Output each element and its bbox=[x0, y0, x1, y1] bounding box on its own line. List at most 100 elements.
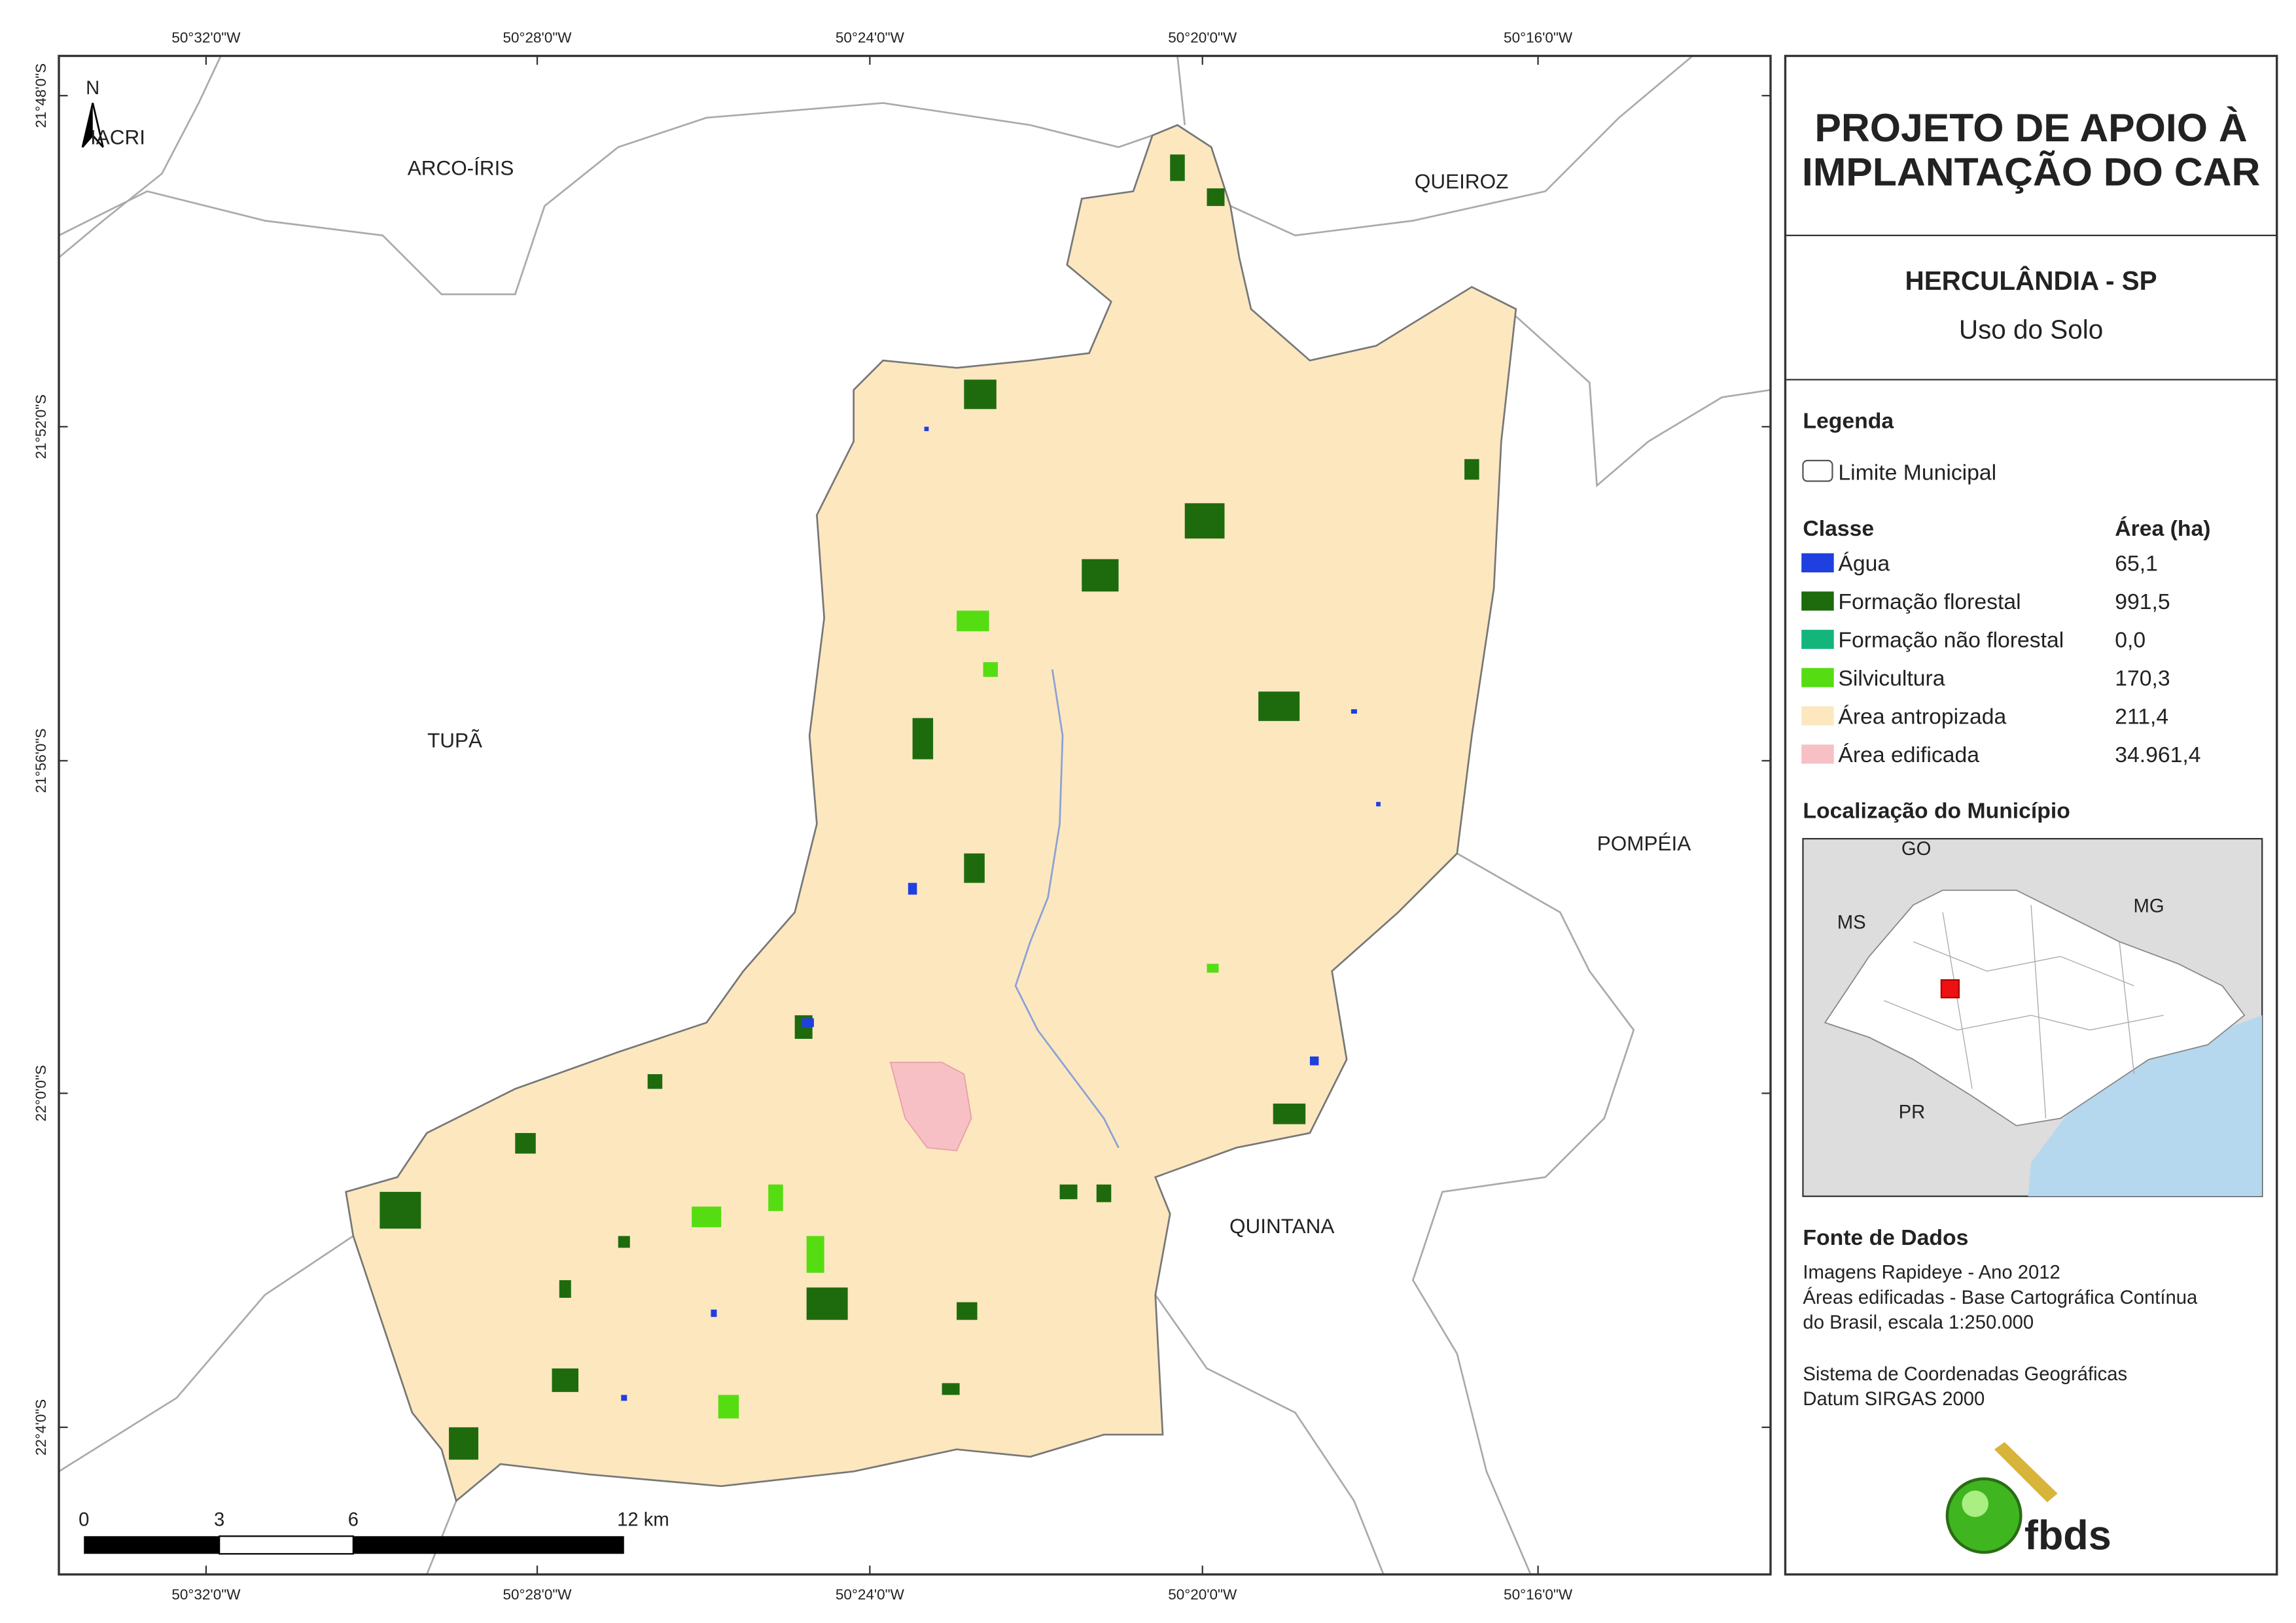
theme: Uso do Solo bbox=[1959, 314, 2103, 344]
legend-swatch bbox=[1801, 591, 1834, 611]
inset-sea bbox=[2028, 1015, 2263, 1196]
lon-label-top: 50°20'0"W bbox=[1168, 29, 1237, 46]
lon-label-top: 50°28'0"W bbox=[503, 29, 573, 46]
legend-swatch bbox=[1801, 553, 1834, 572]
legend-area: 170,3 bbox=[2115, 666, 2170, 691]
place-label: IACRI bbox=[90, 125, 145, 148]
municipality: HERCULÂNDIA - SP bbox=[1905, 266, 2157, 296]
silviculture-patch bbox=[718, 1395, 739, 1419]
silviculture-patch bbox=[983, 662, 998, 677]
legend-title: Legenda bbox=[1803, 409, 1894, 434]
land-use-patches bbox=[380, 154, 1479, 1460]
legend-swatch bbox=[1801, 668, 1834, 688]
lat-label-left: 21°56'0"S bbox=[33, 729, 49, 794]
forest-patch bbox=[964, 379, 997, 410]
forest-patch bbox=[1059, 1184, 1078, 1200]
water-patch bbox=[924, 427, 929, 432]
legend-entry: Limite Municipal bbox=[1838, 460, 1996, 485]
legend-swatch bbox=[1801, 706, 1834, 725]
forest-patch bbox=[1096, 1184, 1112, 1202]
lat-label-left: 22°4'0"S bbox=[33, 1399, 49, 1456]
forest-patch bbox=[1273, 1103, 1306, 1125]
forest-patch bbox=[647, 1074, 663, 1089]
inset-label: MG bbox=[2133, 896, 2164, 917]
legend-swatch bbox=[1801, 744, 1834, 764]
scale-label: 12 km bbox=[617, 1510, 669, 1531]
legend-area: 991,5 bbox=[2115, 589, 2170, 614]
legend-class: Área antropizada bbox=[1838, 705, 2006, 729]
forest-patch bbox=[964, 853, 985, 883]
forest-patch bbox=[552, 1368, 579, 1392]
title: PROJETO DE APOIO À bbox=[1814, 105, 2247, 150]
forest-patch bbox=[1184, 503, 1225, 539]
logo-mark bbox=[1945, 1442, 2058, 1554]
source-line: Áreas edificadas - Base Cartográfica Con… bbox=[1803, 1287, 2198, 1308]
title: IMPLANTAÇÃO DO CAR bbox=[1802, 149, 2260, 194]
legend-swatch bbox=[1801, 629, 1834, 649]
legend-class: Formação não florestal bbox=[1838, 628, 2064, 653]
forest-patch bbox=[1207, 188, 1225, 206]
silviculture-patch bbox=[806, 1236, 824, 1273]
legend-class: Formação florestal bbox=[1838, 589, 2021, 614]
graticule-ticks bbox=[59, 56, 1771, 1575]
forest-patch bbox=[806, 1287, 848, 1320]
lon-label-top: 50°32'0"W bbox=[171, 29, 241, 46]
lat-label-left: 22°0'0"S bbox=[33, 1065, 49, 1121]
water-patch bbox=[1376, 801, 1381, 807]
place-label: POMPÉIA bbox=[1597, 831, 1691, 855]
inset-highlight bbox=[1940, 979, 1960, 999]
location-title: Localização do Município bbox=[1803, 799, 2070, 824]
inset-label: GO bbox=[1901, 839, 1931, 860]
silviculture-patch bbox=[692, 1206, 722, 1227]
forest-patch bbox=[559, 1280, 571, 1298]
place-label: QUEIROZ bbox=[1415, 169, 1508, 193]
municipality bbox=[345, 124, 1517, 1503]
forest-patch bbox=[380, 1191, 421, 1229]
north-label: N bbox=[86, 78, 99, 99]
legend-area: 65,1 bbox=[2115, 551, 2158, 576]
lat-label-left: 21°48'0"S bbox=[33, 63, 49, 128]
lon-label-bottom: 50°32'0"W bbox=[171, 1586, 241, 1603]
panel-frame bbox=[1784, 54, 2278, 1576]
lon-label-bottom: 50°16'0"W bbox=[1504, 1586, 1573, 1603]
source-line: do Brasil, escala 1:250.000 bbox=[1803, 1312, 2034, 1333]
water-patch bbox=[1351, 709, 1357, 714]
water-patch bbox=[711, 1309, 717, 1318]
forest-patch bbox=[942, 1383, 960, 1395]
scale-label: 6 bbox=[348, 1510, 359, 1531]
scale-label: 3 bbox=[214, 1510, 224, 1531]
river bbox=[1014, 669, 1120, 1149]
forest-patch bbox=[1082, 559, 1119, 592]
silviculture-patch bbox=[768, 1184, 783, 1212]
forest-patch bbox=[1464, 459, 1479, 480]
water-patch bbox=[802, 1018, 814, 1028]
legend-class: Silvicultura bbox=[1838, 666, 1945, 691]
lon-label-top: 50°16'0"W bbox=[1504, 29, 1573, 46]
place-label: TUPÃ bbox=[427, 729, 482, 752]
scale-bar bbox=[84, 1535, 624, 1555]
map: 50°32'0"W 50°32'0"W 50°28'0"W 50°28'0"W 50°2… bbox=[33, 29, 1772, 1603]
boundary-swatch bbox=[1802, 459, 1833, 482]
lon-label-bottom: 50°28'0"W bbox=[503, 1586, 573, 1603]
forest-patch bbox=[618, 1236, 630, 1248]
legend-area: 34.961,4 bbox=[2115, 742, 2200, 767]
inset-label: PR bbox=[1899, 1102, 1926, 1123]
inset-label: MS bbox=[1837, 912, 1866, 933]
forest-patch bbox=[912, 718, 934, 759]
forest-patch bbox=[515, 1132, 536, 1154]
legend-class: Área edificada bbox=[1838, 742, 1979, 767]
legend-area: 0,0 bbox=[2115, 628, 2146, 653]
map-frame bbox=[58, 54, 1772, 1576]
scale-label: 0 bbox=[79, 1510, 89, 1531]
crs-line: Datum SIRGAS 2000 bbox=[1803, 1389, 1985, 1410]
legend-class: Água bbox=[1838, 551, 1890, 576]
lat-label-left: 21°52'0"S bbox=[33, 394, 49, 459]
water-patch bbox=[908, 882, 917, 895]
north-arrow bbox=[81, 103, 104, 148]
forest-patch bbox=[449, 1427, 479, 1460]
lon-label-top: 50°24'0"W bbox=[836, 29, 905, 46]
legend-header: Classe bbox=[1803, 516, 1874, 541]
silviculture-patch bbox=[1207, 964, 1219, 973]
